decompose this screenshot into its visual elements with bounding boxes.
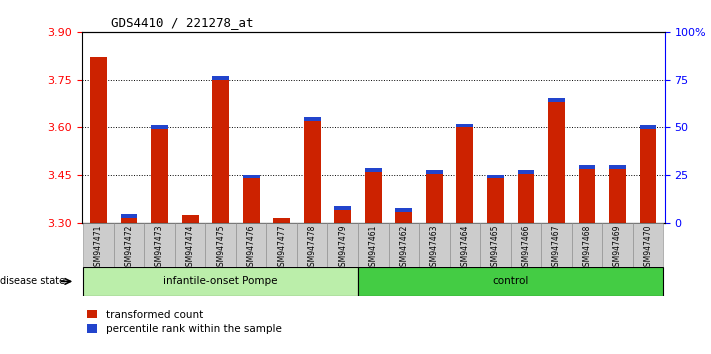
Bar (273, 218, 290, 223)
Bar (304, 121, 321, 223)
Bar (175, 223, 205, 267)
Bar (365, 168, 382, 172)
Bar (541, 223, 572, 267)
Bar (518, 170, 534, 173)
Text: GSM947474: GSM947474 (186, 224, 195, 271)
Bar (213, 80, 229, 223)
Bar (426, 173, 443, 223)
Bar (487, 175, 504, 178)
Bar (83, 223, 114, 267)
Bar (510, 223, 541, 267)
Bar (328, 223, 358, 267)
Text: GSM947465: GSM947465 (491, 224, 500, 271)
Text: GSM947464: GSM947464 (460, 224, 469, 271)
Bar (144, 223, 175, 267)
Bar (518, 173, 534, 223)
Text: infantile-onset Pompe: infantile-onset Pompe (164, 276, 278, 286)
Text: GSM947469: GSM947469 (613, 224, 622, 271)
Text: GSM947478: GSM947478 (308, 224, 316, 271)
Bar (456, 124, 474, 127)
Text: GSM947462: GSM947462 (400, 224, 408, 271)
Bar (365, 172, 382, 223)
Bar (304, 117, 321, 121)
Bar (334, 206, 351, 210)
Bar (151, 129, 168, 223)
Bar (242, 175, 260, 178)
Text: GSM947463: GSM947463 (430, 224, 439, 271)
Bar (395, 212, 412, 223)
Bar (449, 223, 480, 267)
Bar (151, 125, 168, 129)
Bar (297, 223, 328, 267)
Bar (609, 169, 626, 223)
Bar (579, 165, 595, 169)
Bar (602, 223, 633, 267)
Text: GSM947471: GSM947471 (94, 224, 103, 271)
Bar (334, 210, 351, 223)
Text: GSM947479: GSM947479 (338, 224, 347, 271)
Bar (579, 169, 595, 223)
Text: GSM947466: GSM947466 (521, 224, 530, 271)
Text: GSM947461: GSM947461 (369, 224, 378, 271)
Bar (548, 98, 565, 102)
Text: GSM947468: GSM947468 (582, 224, 592, 271)
Text: GSM947477: GSM947477 (277, 224, 287, 271)
Text: GSM947470: GSM947470 (643, 224, 653, 271)
Bar (640, 129, 656, 223)
Text: GSM947475: GSM947475 (216, 224, 225, 271)
Bar (114, 223, 144, 267)
Bar (480, 223, 510, 267)
Bar (205, 223, 236, 267)
Bar (182, 215, 198, 223)
Text: GSM947472: GSM947472 (124, 224, 134, 271)
Bar (236, 223, 267, 267)
Bar (548, 102, 565, 223)
Bar (358, 267, 663, 296)
Bar (487, 178, 504, 223)
Bar (388, 223, 419, 267)
Legend: transformed count, percentile rank within the sample: transformed count, percentile rank withi… (87, 310, 282, 334)
Text: GSM947476: GSM947476 (247, 224, 256, 271)
Text: control: control (493, 276, 529, 286)
Bar (633, 223, 663, 267)
Bar (609, 165, 626, 169)
Bar (419, 223, 449, 267)
Text: disease state: disease state (0, 276, 65, 286)
Bar (242, 178, 260, 223)
Text: GSM947467: GSM947467 (552, 224, 561, 271)
Bar (456, 127, 474, 223)
Bar (640, 125, 656, 129)
Text: GDS4410 / 221278_at: GDS4410 / 221278_at (111, 16, 253, 29)
Bar (83, 267, 358, 296)
Bar (395, 208, 412, 212)
Bar (121, 215, 137, 218)
Bar (90, 57, 107, 223)
Bar (213, 76, 229, 80)
Text: GSM947473: GSM947473 (155, 224, 164, 271)
Bar (267, 223, 297, 267)
Bar (358, 223, 388, 267)
Bar (121, 218, 137, 223)
Bar (426, 170, 443, 173)
Bar (572, 223, 602, 267)
